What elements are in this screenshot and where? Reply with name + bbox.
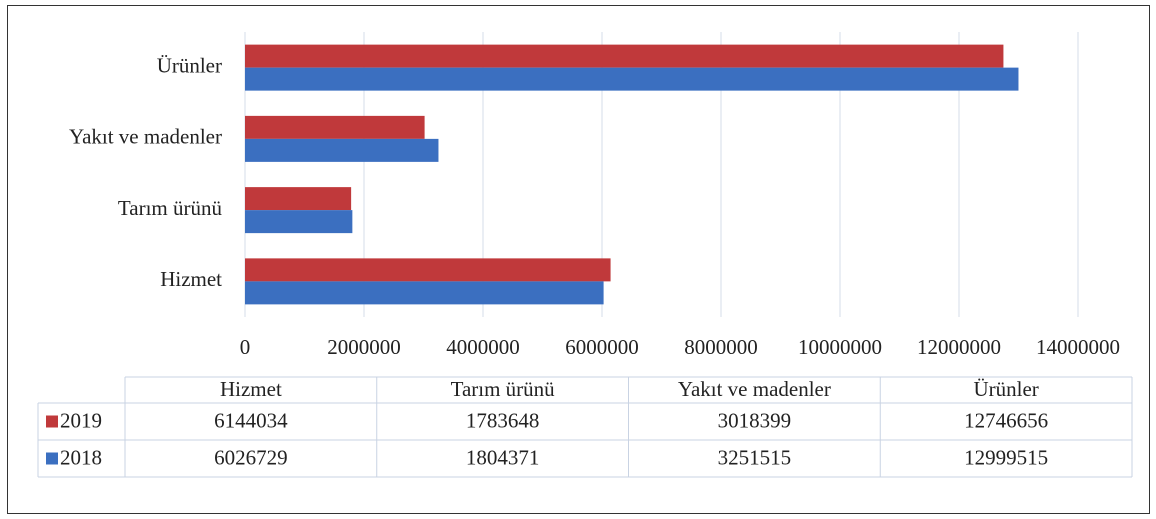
legend-swatch <box>46 452 58 465</box>
bar <box>245 187 352 211</box>
y-tick-label: Tarım ürünü <box>118 196 223 220</box>
table-cell: 3251515 <box>718 445 792 469</box>
table-header: Yakıt ve madenler <box>678 377 831 401</box>
y-tick-label: Hizmet <box>160 267 222 291</box>
x-tick-label: 8000000 <box>684 335 758 359</box>
table-cell: 6026729 <box>214 445 288 469</box>
bar <box>245 115 425 139</box>
table-header: Ürünler <box>973 377 1038 401</box>
legend-label: 2018 <box>60 445 102 469</box>
bar <box>245 138 439 162</box>
x-tick-label: 14000000 <box>1036 335 1120 359</box>
table-cell: 12746656 <box>964 408 1048 432</box>
y-tick-label: Ürünler <box>157 53 222 77</box>
table-cell: 3018399 <box>718 408 792 432</box>
x-tick-label: 0 <box>240 335 251 359</box>
bar <box>245 210 353 234</box>
table-header: Tarım ürünü <box>451 377 556 401</box>
bar <box>245 258 611 282</box>
x-tick-label: 2000000 <box>327 335 401 359</box>
legend-swatch <box>46 415 58 428</box>
table-cell: 6144034 <box>214 408 288 432</box>
x-tick-label: 12000000 <box>917 335 1001 359</box>
bar <box>245 67 1019 91</box>
bar <box>245 44 1004 68</box>
y-tick-label: Yakıt ve madenler <box>69 125 222 149</box>
table-cell: 1783648 <box>466 408 540 432</box>
legend-label: 2019 <box>60 408 102 432</box>
table-header: Hizmet <box>220 377 282 401</box>
table-cell: 12999515 <box>964 445 1048 469</box>
bar <box>245 281 604 305</box>
table-cell: 1804371 <box>466 445 540 469</box>
x-tick-label: 4000000 <box>446 335 520 359</box>
x-tick-label: 6000000 <box>565 335 639 359</box>
x-tick-label: 10000000 <box>798 335 882 359</box>
